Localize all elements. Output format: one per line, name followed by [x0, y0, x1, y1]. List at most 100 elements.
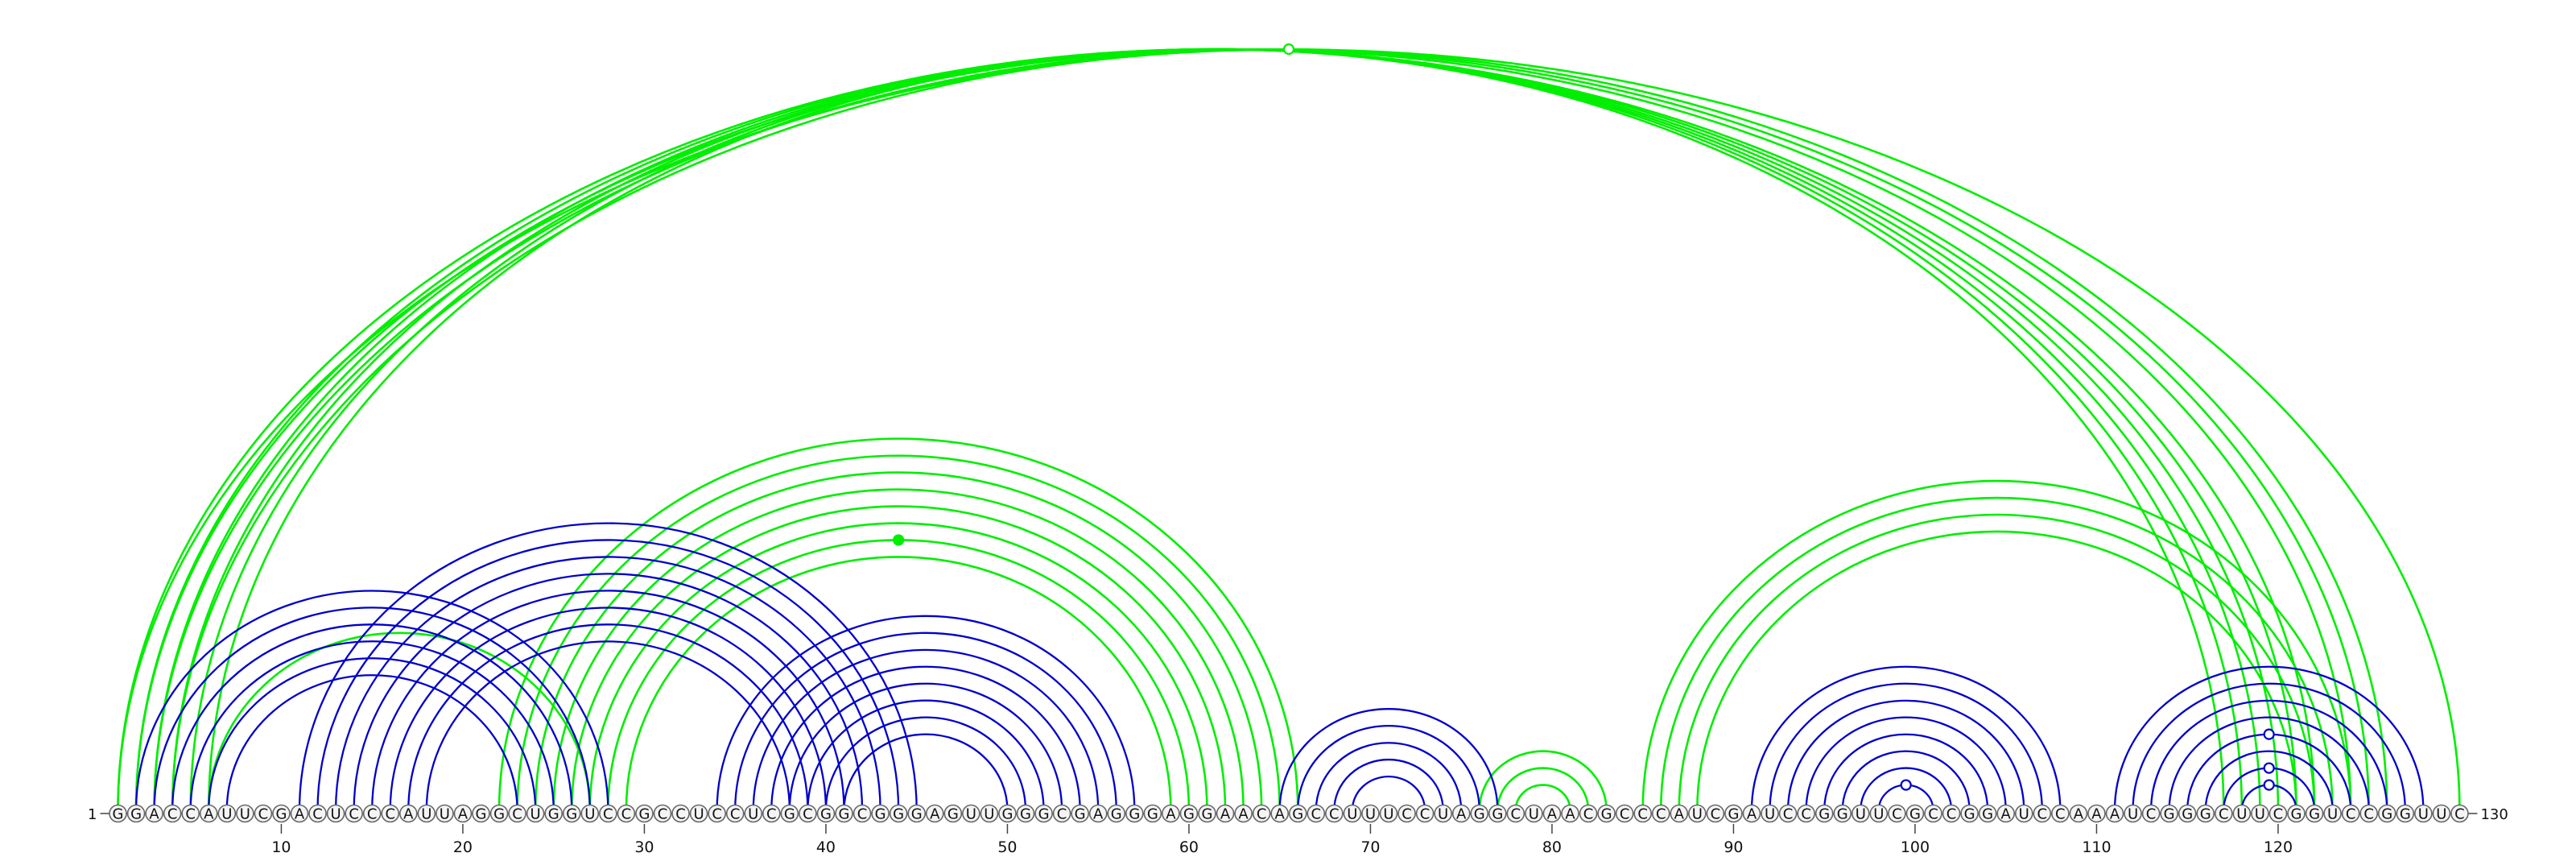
svg-text:A: A	[403, 806, 414, 823]
reference-arc-40-51	[826, 718, 1026, 810]
svg-text:C: C	[1257, 806, 1267, 823]
svg-text:A: A	[2110, 806, 2120, 823]
nucleotide-32: C	[672, 805, 689, 823]
nucleotide-4: C	[164, 805, 181, 823]
svg-text:G: G	[875, 806, 886, 823]
svg-text:C: C	[312, 806, 323, 823]
svg-text:U: U	[2236, 806, 2247, 823]
nucleotide-107: C	[2033, 805, 2050, 823]
nucleotide-45: G	[908, 805, 925, 823]
svg-text:C: C	[385, 806, 395, 823]
svg-text:C: C	[675, 806, 686, 823]
predicted-arc-2-121	[136, 49, 2296, 810]
svg-text:A: A	[2091, 806, 2102, 823]
nucleotide-113: C	[2143, 805, 2160, 823]
svg-text:C: C	[1656, 806, 1666, 823]
nucleotide-48: U	[963, 805, 980, 823]
nucleotide-115: G	[2179, 805, 2196, 823]
svg-text:A: A	[458, 806, 469, 823]
nucleotide-50: G	[999, 805, 1016, 823]
nucleotide-119: U	[2252, 805, 2268, 823]
predicted-arc-1-130	[118, 49, 2460, 810]
svg-text:C: C	[512, 806, 522, 823]
svg-text:G: G	[548, 806, 559, 823]
svg-text:G: G	[1837, 806, 1848, 823]
svg-text:G: G	[130, 806, 142, 823]
svg-text:U: U	[221, 806, 232, 823]
nucleotide-74: U	[1435, 805, 1451, 823]
nucleotide-39: C	[799, 805, 816, 823]
nucleotide-99: C	[1889, 805, 1905, 823]
predicted-arc-85-124	[1643, 481, 2351, 810]
svg-text:U: U	[1347, 806, 1357, 823]
svg-text:G: G	[1183, 806, 1195, 823]
nucleotide-101: C	[1925, 805, 1942, 823]
nucleotide-40: G	[817, 805, 834, 823]
svg-text:U: U	[2019, 806, 2029, 823]
predicted-arc-86-123	[1661, 498, 2332, 810]
svg-text:U: U	[331, 806, 341, 823]
nucleotide-117: C	[2215, 805, 2232, 823]
svg-text:U: U	[2327, 806, 2338, 823]
svg-text:G: G	[947, 806, 959, 823]
predicted-arc-6-117	[208, 49, 2223, 810]
nucleotide-61: G	[1199, 805, 1216, 823]
svg-text:C: C	[857, 806, 868, 823]
nucleotide-71: U	[1381, 805, 1397, 823]
nucleotide-130: C	[2451, 805, 2468, 823]
svg-text:G: G	[1492, 806, 1503, 823]
reference-arc-37-54	[771, 667, 1080, 810]
svg-text:C: C	[2454, 806, 2465, 823]
nucleotide-91: A	[1744, 805, 1761, 823]
predicted-arc-29-59	[626, 557, 1171, 810]
nucleotide-6: A	[200, 805, 217, 823]
nucleotide-60: G	[1180, 805, 1197, 823]
svg-text:A: A	[2001, 806, 2012, 823]
reference-arc-3-27	[155, 607, 590, 810]
tick-label-90: 90	[1724, 838, 1743, 856]
svg-text:G: G	[1818, 806, 1830, 823]
svg-text:C: C	[258, 806, 269, 823]
tick-label-10: 10	[271, 838, 291, 856]
svg-text:U: U	[1529, 806, 1539, 823]
svg-text:G: G	[1474, 806, 1485, 823]
nucleotide-122: G	[2306, 805, 2323, 823]
svg-text:G: G	[839, 806, 850, 823]
nucleotide-87: A	[1670, 805, 1687, 823]
svg-text:U: U	[530, 806, 541, 823]
svg-text:A: A	[930, 806, 940, 823]
predicted-arc-28-60	[608, 540, 1189, 810]
nucleotide-43: G	[872, 805, 889, 823]
svg-text:G: G	[820, 806, 832, 823]
nucleotide-7: U	[218, 805, 235, 823]
nucleotide-108: C	[2052, 805, 2069, 823]
nucleotide-126: G	[2379, 805, 2396, 823]
svg-text:U: U	[966, 806, 976, 823]
nucleotide-11: A	[291, 805, 308, 823]
nucleotide-46: A	[927, 805, 943, 823]
nucleotide-21: G	[473, 805, 489, 823]
svg-text:G: G	[1129, 806, 1140, 823]
svg-text:A: A	[1166, 806, 1176, 823]
tick-label-60: 60	[1179, 838, 1199, 856]
nucleotide-51: G	[1018, 805, 1034, 823]
nucleotide-90: G	[1725, 805, 1742, 823]
nucleotide-103: G	[1961, 805, 1978, 823]
pair-marker-28-60	[894, 535, 903, 544]
svg-text:U: U	[1856, 806, 1866, 823]
svg-text:C: C	[367, 806, 378, 823]
reference-arc-17-39	[408, 624, 807, 810]
nucleotide-88: U	[1689, 805, 1706, 823]
nucleotide-3: A	[146, 805, 163, 823]
nucleotide-49: U	[980, 805, 997, 823]
svg-text:C: C	[185, 806, 196, 823]
nucleotide-66: G	[1290, 805, 1307, 823]
svg-text:C: C	[712, 806, 722, 823]
svg-text:U: U	[1873, 806, 1884, 823]
predicted-arc-4-126	[172, 49, 2387, 810]
svg-text:G: G	[2291, 806, 2302, 823]
predicted-arc-26-62	[572, 507, 1225, 810]
svg-text:C: C	[803, 806, 813, 823]
nucleotide-83: G	[1598, 805, 1615, 823]
svg-text:G: G	[1147, 806, 1158, 823]
